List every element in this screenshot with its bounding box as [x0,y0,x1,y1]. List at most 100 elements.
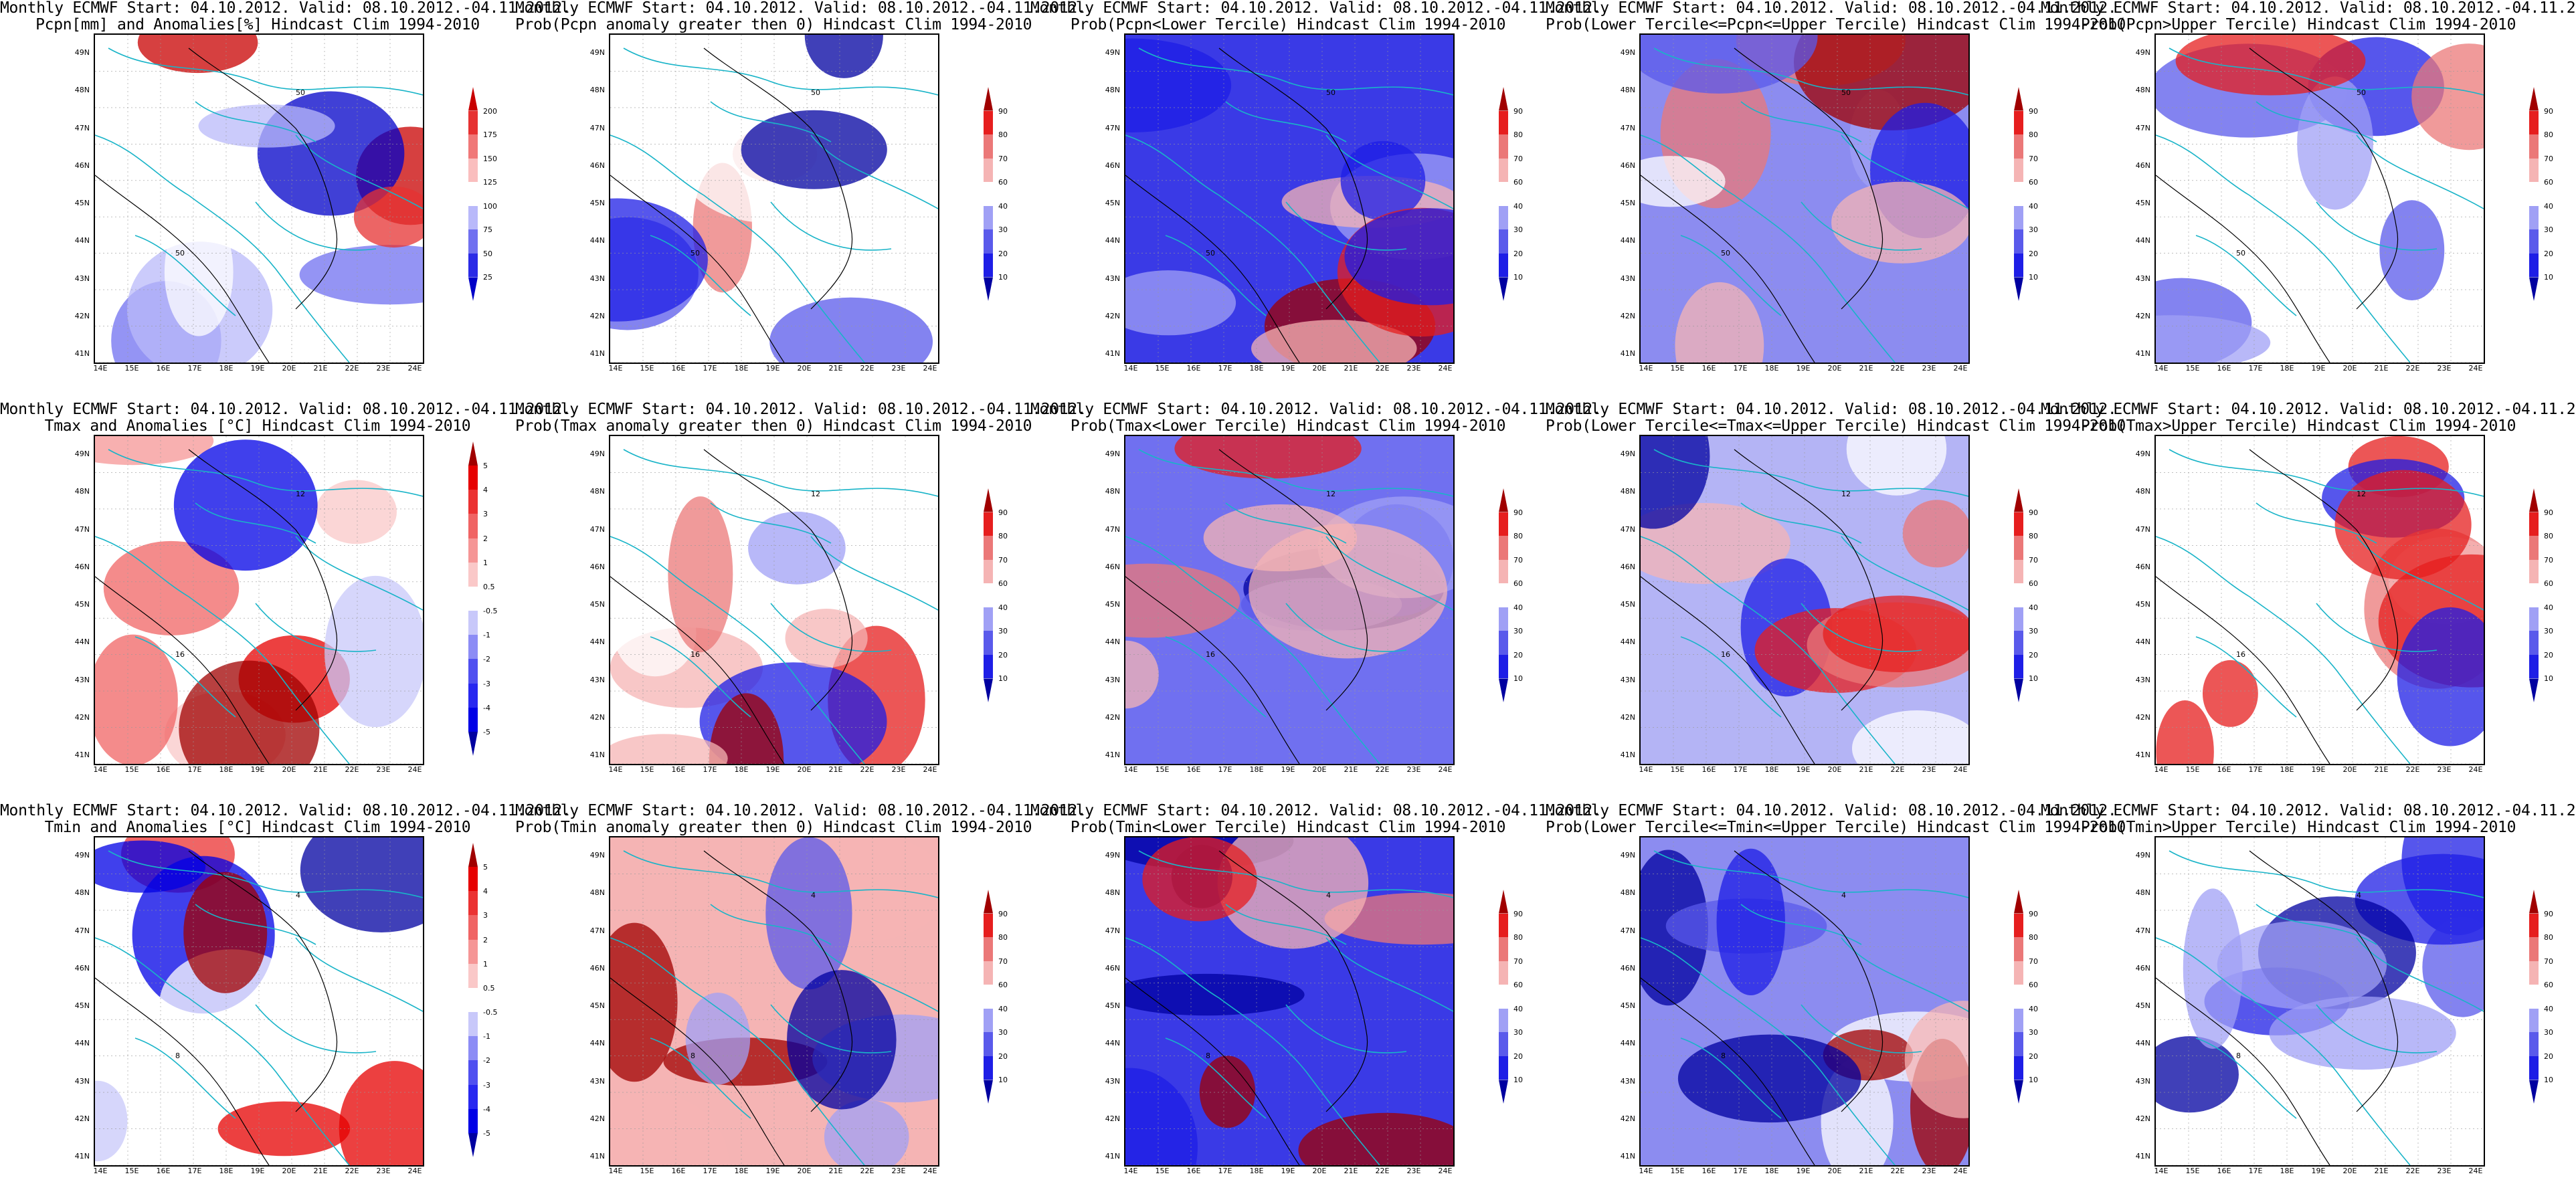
panel-title: Monthly ECMWF Start: 04.10.2012. Valid: … [1546,803,2126,836]
shaded-region [2156,315,2271,363]
legend-label: 80 [998,933,1008,942]
longitude-label: 24E [1438,364,1453,373]
legend-swatch [1499,607,1508,631]
longitude-label: 16E [2217,1167,2231,1175]
legend-swatch [2014,512,2023,536]
panel-title: Monthly ECMWF Start: 04.10.2012. Valid: … [515,401,1087,435]
legend-swatch [468,514,478,538]
longitude-label: 17E [2248,765,2263,774]
color-legend: 90 80 70 60 40 30 20 10 [984,890,1008,1104]
legend-swatch [1499,913,1508,938]
legend-label: 60 [2544,579,2553,589]
legend-label: 60 [998,981,1008,990]
legend-label: 40 [998,603,1008,612]
longitude-label: 14E [93,364,108,373]
shaded-region [2297,76,2373,210]
legend-label: 10 [2029,1076,2038,1085]
latitude-label: 43N [2135,1076,2150,1086]
latitude-label: 42N [1105,1114,1120,1123]
legend-label: 40 [2029,1004,2038,1013]
map-svg: 48 [610,837,938,1165]
map-plot-area: 50 50 [609,33,939,364]
map-svg: 12 16 [95,436,423,764]
latitude-label: 42N [589,311,605,320]
shaded-region [1125,38,1232,132]
legend-swatch [984,961,993,985]
contour-label: 50 [811,88,820,97]
longitude-label: 23E [1406,1167,1421,1175]
panel-title-line1: Monthly ECMWF Start: 04.10.2012. Valid: … [1546,401,2117,418]
latitude-label: 41N [74,750,90,759]
legend-swatch [2529,1008,2539,1033]
latitude-label: 44N [2135,236,2150,245]
color-legend: 90 80 70 60 40 30 20 10 [2529,890,2553,1104]
shaded-region [325,575,423,727]
latitude-label: 47N [1620,123,1635,132]
legend-swatch [1499,488,1508,512]
legend-label: 70 [1513,154,1523,163]
legend-swatch [2529,678,2539,702]
legend-label: 4 [483,486,488,495]
latitude-label: 44N [589,236,605,245]
legend-swatch [2014,890,2023,914]
shaded-region [1641,436,1710,529]
contour-line [1641,576,1815,764]
longitude-label: 19E [2311,1167,2326,1175]
country-border-lines [1641,47,1968,363]
legend-swatch [2014,110,2023,135]
shaded-region [709,693,784,764]
longitude-label: 23E [1406,765,1421,774]
legend-label: 70 [998,154,1008,163]
legend-swatch [2529,961,2539,985]
legend-label: 70 [998,555,1008,565]
longitude-label: 20E [1312,765,1327,774]
country-border-lines [610,449,938,764]
longitude-label: 22E [860,364,875,373]
latitude-label: 46N [74,562,90,571]
longitude-label: 23E [891,1167,906,1175]
contour-line [2249,47,2399,310]
latitude-label: 47N [2135,926,2150,935]
legend-swatch [1499,961,1508,985]
longitude-label: 16E [156,765,171,774]
latitude-label: 42N [74,311,90,320]
legend-swatch [468,253,478,278]
latitude-label: 47N [589,524,605,534]
contour-line [188,449,338,711]
legend-swatch [468,182,478,206]
longitude-label: 22E [1890,364,1905,373]
color-legend: 90 80 70 60 40 30 20 10 [2529,87,2553,301]
longitude-label: 18E [2280,765,2294,774]
contour-label: 4 [811,891,816,900]
legend-swatch [1499,631,1508,655]
contour-line [1734,47,1883,310]
legend-swatch [2014,87,2023,111]
legend-swatch [984,536,993,560]
shaded-region [2334,470,2472,580]
longitude-label: 15E [1155,1167,1170,1175]
panel-title-line2: Prob(Tmin<Lower Tercile) Hindcast Clim 1… [1070,819,1506,836]
legend-swatch [984,277,993,301]
latitude-label: 42N [1620,311,1635,320]
latitude-label: 46N [2135,562,2150,571]
legend-swatch [1499,1080,1508,1104]
map-svg: 12 16 [2156,436,2484,764]
latitude-label: 45N [2135,600,2150,609]
longitude-label: 18E [219,765,234,774]
contour-label: 8 [2236,1051,2241,1060]
longitude-label: 16E [671,364,686,373]
map-svg: 48 [2156,837,2484,1165]
latitude-label: 49N [74,449,90,458]
legend-swatch [1499,678,1508,702]
latitude-label: 48N [74,888,90,898]
latitude-label: 46N [1620,963,1635,973]
legend-label: 25 [483,273,492,282]
legend-label: -3 [483,1080,490,1090]
latitude-label: 44N [589,637,605,647]
legend-label: 80 [998,532,1008,541]
latitude-label: 43N [74,274,90,283]
panel-title: Monthly ECMWF Start: 04.10.2012. Valid: … [2041,803,2576,836]
legend-swatch [468,490,478,514]
